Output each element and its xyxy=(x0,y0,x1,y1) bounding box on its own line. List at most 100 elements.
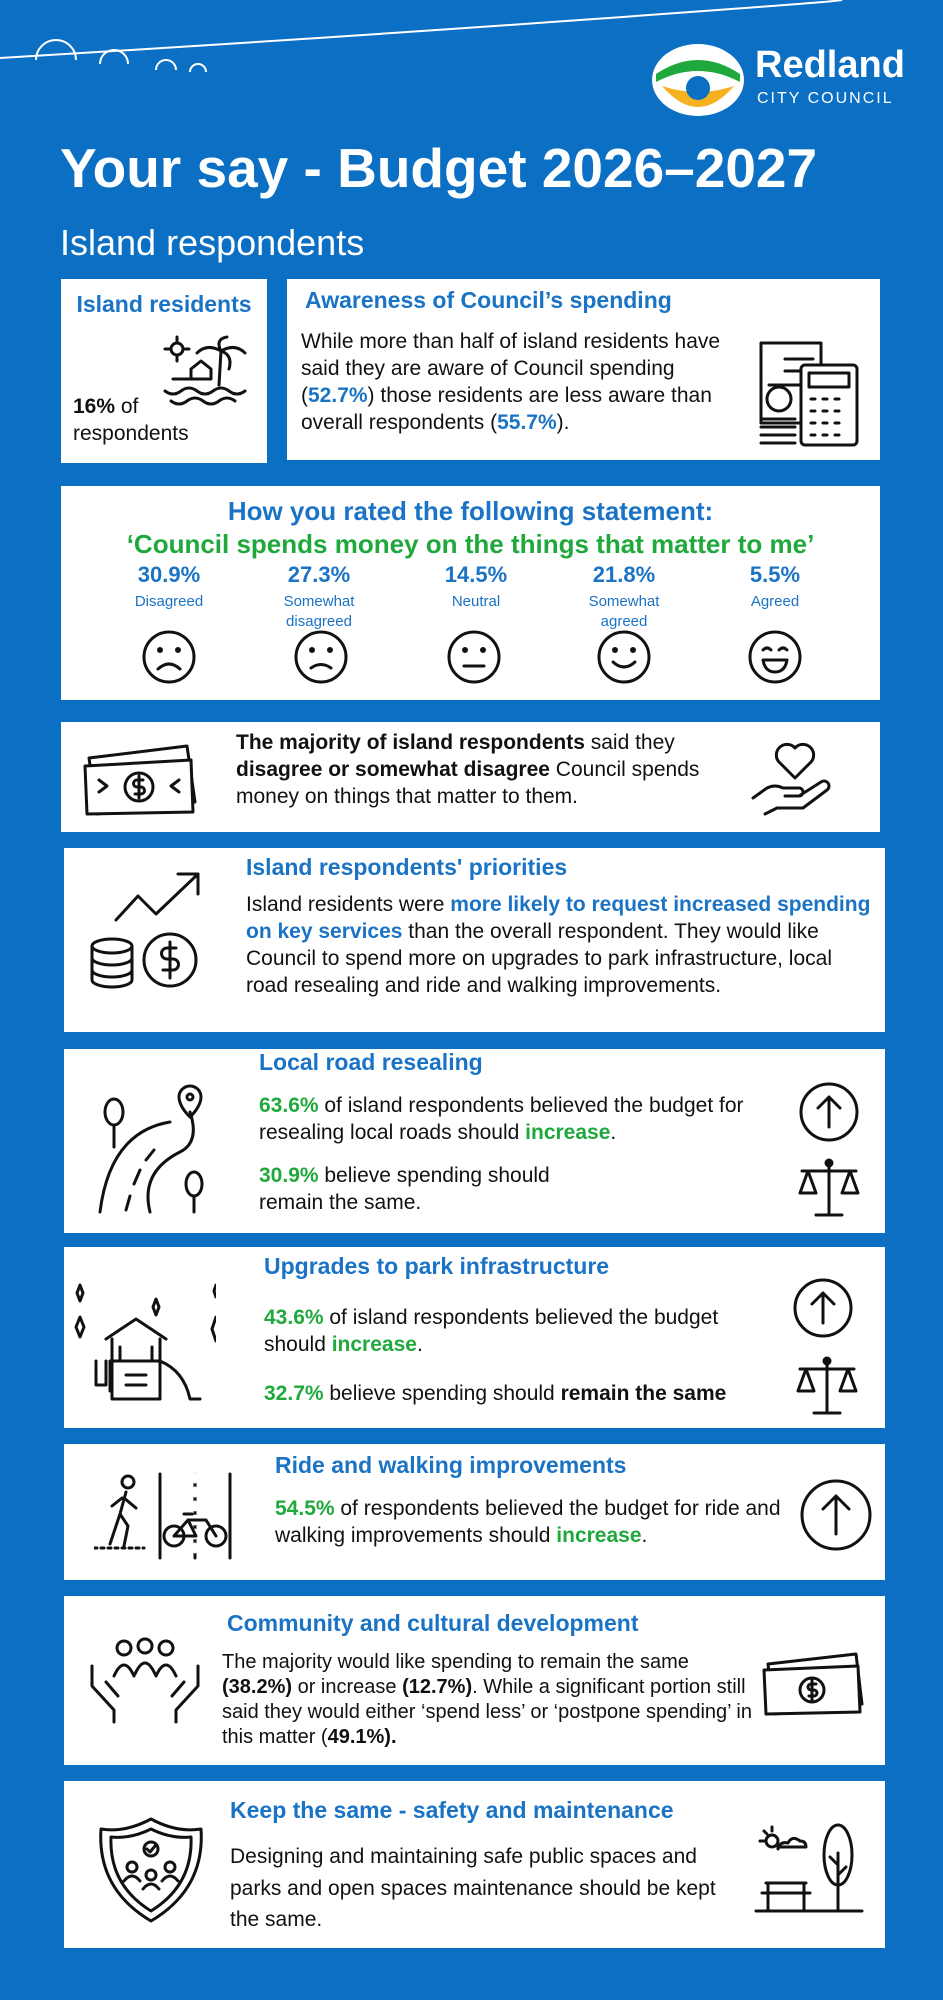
percent: 27.3% xyxy=(287,562,351,587)
text: or increase xyxy=(292,1676,403,1698)
card-text: 54.5% of respondents believed the budget… xyxy=(275,1496,805,1550)
stat: 54.5% xyxy=(275,1497,335,1520)
header-decoration xyxy=(0,0,843,73)
card-text: While more than half of island residents… xyxy=(301,329,751,437)
highlight: 55.7% xyxy=(497,410,557,434)
statement: ‘Council spends money on the things that… xyxy=(126,529,815,559)
text: ). xyxy=(556,410,570,434)
stat-text: 16% of respondents xyxy=(73,394,258,448)
community-icon xyxy=(90,1637,200,1724)
card-title: Island residents xyxy=(76,291,252,317)
label: Somewhat agreed xyxy=(588,593,660,630)
park-bench-icon xyxy=(754,1823,864,1913)
percent: 14.5% xyxy=(444,562,508,587)
card-text: The majority would like spending to rema… xyxy=(222,1650,762,1750)
label: Somewhat disagreed xyxy=(283,593,355,630)
scale-icon xyxy=(796,1356,858,1415)
card-title: Upgrades to park infrastructure xyxy=(264,1253,610,1279)
highlight: more likely to request increased spendin… xyxy=(246,893,871,943)
label: Agreed xyxy=(750,593,800,610)
label: Neutral xyxy=(451,593,501,610)
increase: increase xyxy=(525,1120,611,1144)
card-title: Local road resealing xyxy=(259,1049,483,1075)
highlight: 52.7% xyxy=(308,383,368,407)
card-title: Island respondents' priorities xyxy=(246,854,568,880)
stat: 30.9% xyxy=(259,1164,319,1187)
card-title: Keep the same - safety and maintenance xyxy=(230,1797,674,1823)
faces xyxy=(142,630,802,684)
paragraph: 63.6% of island respondents believed the… xyxy=(259,1093,779,1147)
emphasis: disagree or somewhat disagree xyxy=(236,757,550,781)
card-title: Awareness of Council’s spending xyxy=(305,287,672,313)
face-agreed xyxy=(748,630,802,684)
percent: 30.9% xyxy=(137,562,201,587)
label: Disagreed xyxy=(134,593,204,610)
walk-bike-icon xyxy=(94,1472,232,1560)
keep-card: Keep the same - safety and maintenance D… xyxy=(64,1781,885,1948)
text: . While a significant portion still said… xyxy=(222,1676,752,1748)
stat: 43.6% xyxy=(264,1306,324,1329)
paragraph: 32.7% believe spending should remain the… xyxy=(264,1381,824,1408)
text: . xyxy=(416,1332,423,1356)
card-text: The majority of island respondents said … xyxy=(236,730,746,811)
park-card: Upgrades to park infrastructure 43.6% of… xyxy=(64,1247,885,1428)
card-title: Community and cultural development xyxy=(227,1610,639,1636)
rating-item: 5.5% Agreed xyxy=(715,562,835,612)
priorities-card: Island respondents' priorities Island re… xyxy=(64,848,885,1032)
money-icon xyxy=(83,744,197,816)
logo-mark xyxy=(652,44,744,116)
text: of island respondents believed the budge… xyxy=(259,1094,744,1144)
logo-subtitle: CITY COUNCIL xyxy=(757,90,894,107)
ride-card: Ride and walking improvements 54.5% of r… xyxy=(64,1444,885,1580)
emphasis: The majority of island respondents xyxy=(236,731,585,754)
increase: increase xyxy=(331,1332,417,1356)
text: The majority would like spending to rema… xyxy=(222,1651,689,1673)
card-text: Island residents were more likely to req… xyxy=(246,892,876,1000)
island-icon xyxy=(163,335,247,406)
increase-arrow xyxy=(793,1278,853,1338)
text: of island respondents believed the budge… xyxy=(264,1306,719,1356)
face-somewhat-disagreed xyxy=(294,630,348,684)
stat: (38.2%) xyxy=(222,1676,293,1698)
card-title: How you rated the following statement: xyxy=(227,496,714,526)
text: said they xyxy=(584,731,675,754)
scale-icon xyxy=(798,1158,860,1217)
text: of respondents believed the budget for r… xyxy=(275,1497,781,1547)
stat: (12.7%) xyxy=(402,1676,473,1698)
card-text: Designing and maintaining safe public sp… xyxy=(230,1845,716,1931)
text: ) those residents are less aware than ov… xyxy=(301,383,712,434)
text: than the overall respondent. They would … xyxy=(246,919,832,997)
page-title: Your say - Budget 2026–2027 xyxy=(60,137,818,199)
money-icon xyxy=(762,1652,864,1716)
stat: 63.6% xyxy=(259,1094,319,1117)
island-residents-card: Island residents 16% of respondents xyxy=(61,279,267,463)
paragraph: 30.9% believe spending should remain the… xyxy=(259,1163,619,1217)
text: Council spends money on things that matt… xyxy=(236,757,700,808)
face-neutral xyxy=(447,630,501,684)
stat: 49.1%). xyxy=(327,1726,397,1748)
emphasis: remain the same xyxy=(560,1382,727,1405)
road-card: Local road resealing 63.6% of island res… xyxy=(64,1049,885,1233)
rating-item: 27.3% Somewhat disagreed xyxy=(264,562,374,631)
text: Island residents were xyxy=(246,893,451,916)
face-disagreed xyxy=(142,630,196,684)
growth-icon xyxy=(90,872,200,989)
calculator-icon xyxy=(759,341,859,447)
increase-arrow xyxy=(799,1082,859,1142)
safety-icon xyxy=(99,1817,203,1923)
text: . xyxy=(641,1523,648,1547)
playground-icon xyxy=(74,1283,216,1401)
road-icon xyxy=(98,1084,204,1214)
increase-arrow xyxy=(800,1479,872,1551)
majority-card: The majority of island respondents said … xyxy=(61,722,880,832)
rating-item: 30.9% Disagreed xyxy=(109,562,229,612)
page-subtitle: Island respondents xyxy=(60,222,365,263)
rating-item: 14.5% Neutral xyxy=(416,562,536,612)
paragraph: 43.6% of island respondents believed the… xyxy=(264,1305,784,1359)
awareness-card: Awareness of Council’s spending While mo… xyxy=(287,279,880,460)
stat: 16% xyxy=(73,395,116,418)
text: . xyxy=(610,1120,617,1144)
text: believe spending should xyxy=(323,1382,561,1405)
